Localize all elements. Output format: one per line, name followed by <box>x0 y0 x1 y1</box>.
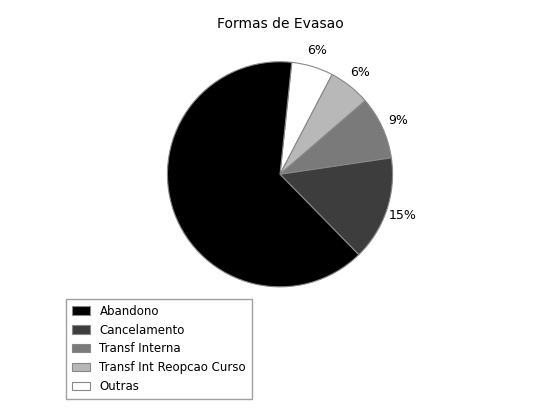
Text: 6%: 6% <box>351 66 370 79</box>
Text: 64%: 64% <box>210 151 237 164</box>
Wedge shape <box>167 62 359 287</box>
Wedge shape <box>280 158 393 255</box>
Wedge shape <box>280 62 332 174</box>
Wedge shape <box>280 74 365 174</box>
Text: 6%: 6% <box>307 44 328 57</box>
Title: Formas de Evasao: Formas de Evasao <box>217 17 343 31</box>
Legend: Abandono, Cancelamento, Transf Interna, Transf Int Reopcao Curso, Outras: Abandono, Cancelamento, Transf Interna, … <box>67 299 252 399</box>
Text: 9%: 9% <box>388 114 408 127</box>
Text: 15%: 15% <box>389 209 417 222</box>
Wedge shape <box>280 101 391 174</box>
